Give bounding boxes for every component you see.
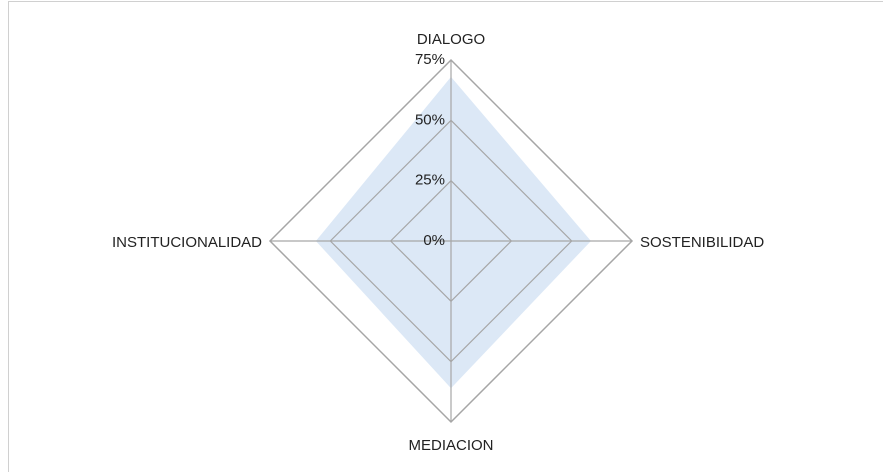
y-tick-label: 25% (415, 172, 445, 189)
category-label: DIALOGO (417, 31, 485, 48)
category-label: INSTITUCIONALIDAD (112, 234, 262, 251)
data-area (315, 76, 591, 389)
category-label: MEDIACION (408, 437, 493, 454)
y-tick-label: 75% (415, 51, 445, 68)
category-label: SOSTENIBILIDAD (640, 234, 764, 251)
y-tick-label: 0% (423, 232, 445, 249)
y-tick-label: 50% (415, 111, 445, 128)
chart-border (8, 1, 883, 472)
